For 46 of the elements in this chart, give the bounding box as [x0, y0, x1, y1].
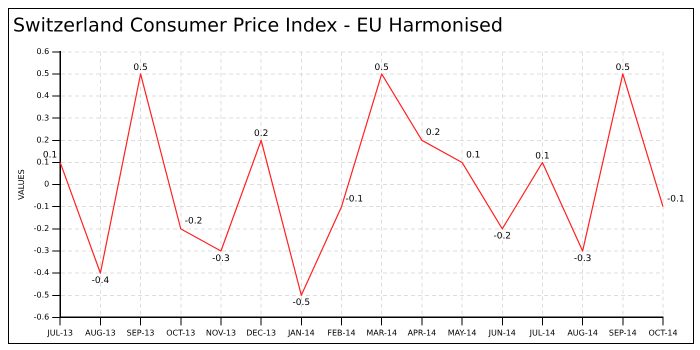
- y-tick-label: 0.2: [36, 135, 50, 144]
- x-tick-label: FEB-14: [327, 328, 356, 338]
- x-tick-label: SEP-14: [608, 328, 637, 338]
- y-tick-label: 0.5: [36, 69, 50, 78]
- y-tick-label: 0: [44, 180, 50, 189]
- data-label: -0.1: [667, 194, 685, 205]
- x-tick-label: MAY-14: [448, 328, 476, 338]
- x-tick-label: OCT-14: [648, 328, 678, 338]
- x-tick-label: JAN-14: [286, 328, 315, 338]
- data-label: 0.5: [616, 62, 630, 73]
- y-tick-label: -0.5: [34, 290, 50, 300]
- x-tick-label: JUL-13: [46, 328, 74, 338]
- data-label: -0.3: [574, 254, 592, 264]
- data-label: -0.1: [346, 194, 364, 205]
- x-tick-label: APR-14: [408, 328, 436, 338]
- data-label: -0.2: [493, 232, 512, 242]
- y-axis-title: VALUES: [16, 169, 26, 200]
- x-tick-label: JUL-14: [528, 328, 556, 338]
- y-tick-label: 0.4: [36, 91, 50, 100]
- x-tick-label: JUN-14: [488, 328, 516, 338]
- y-tick-label: 0.6: [36, 46, 50, 56]
- data-label: -0.3: [212, 254, 230, 264]
- data-label: 0.5: [374, 62, 389, 73]
- x-tick-label: SEP-13: [126, 328, 155, 338]
- y-tick-label: -0.1: [34, 202, 50, 211]
- data-label: 0.5: [133, 62, 148, 73]
- data-label: 0.1: [535, 151, 550, 162]
- chart-title: Switzerland Consumer Price Index - EU Harmonised: [13, 14, 503, 36]
- x-tick-label: OCT-13: [166, 328, 196, 338]
- data-label: 0.1: [466, 150, 480, 160]
- data-label: -0.2: [184, 216, 202, 227]
- x-tick-label: AUG-13: [85, 328, 116, 338]
- data-label: 0.2: [426, 128, 440, 138]
- x-tick-label: DEC-13: [246, 328, 276, 338]
- x-tick-label: MAR-14: [366, 328, 398, 338]
- x-tick-label: AUG-14: [567, 328, 598, 338]
- y-tick-label: 0.1: [36, 158, 50, 167]
- x-tick-label: NOV-13: [206, 328, 236, 338]
- y-tick-label: -0.4: [34, 268, 50, 278]
- y-tick-label: -0.3: [34, 246, 50, 256]
- data-label: -0.4: [92, 276, 110, 286]
- data-label: 0.2: [254, 129, 268, 140]
- y-tick-label: 0.3: [36, 113, 50, 122]
- y-tick-label: -0.6: [34, 312, 50, 322]
- y-tick-label: -0.2: [34, 224, 50, 233]
- data-label: -0.5: [292, 298, 310, 308]
